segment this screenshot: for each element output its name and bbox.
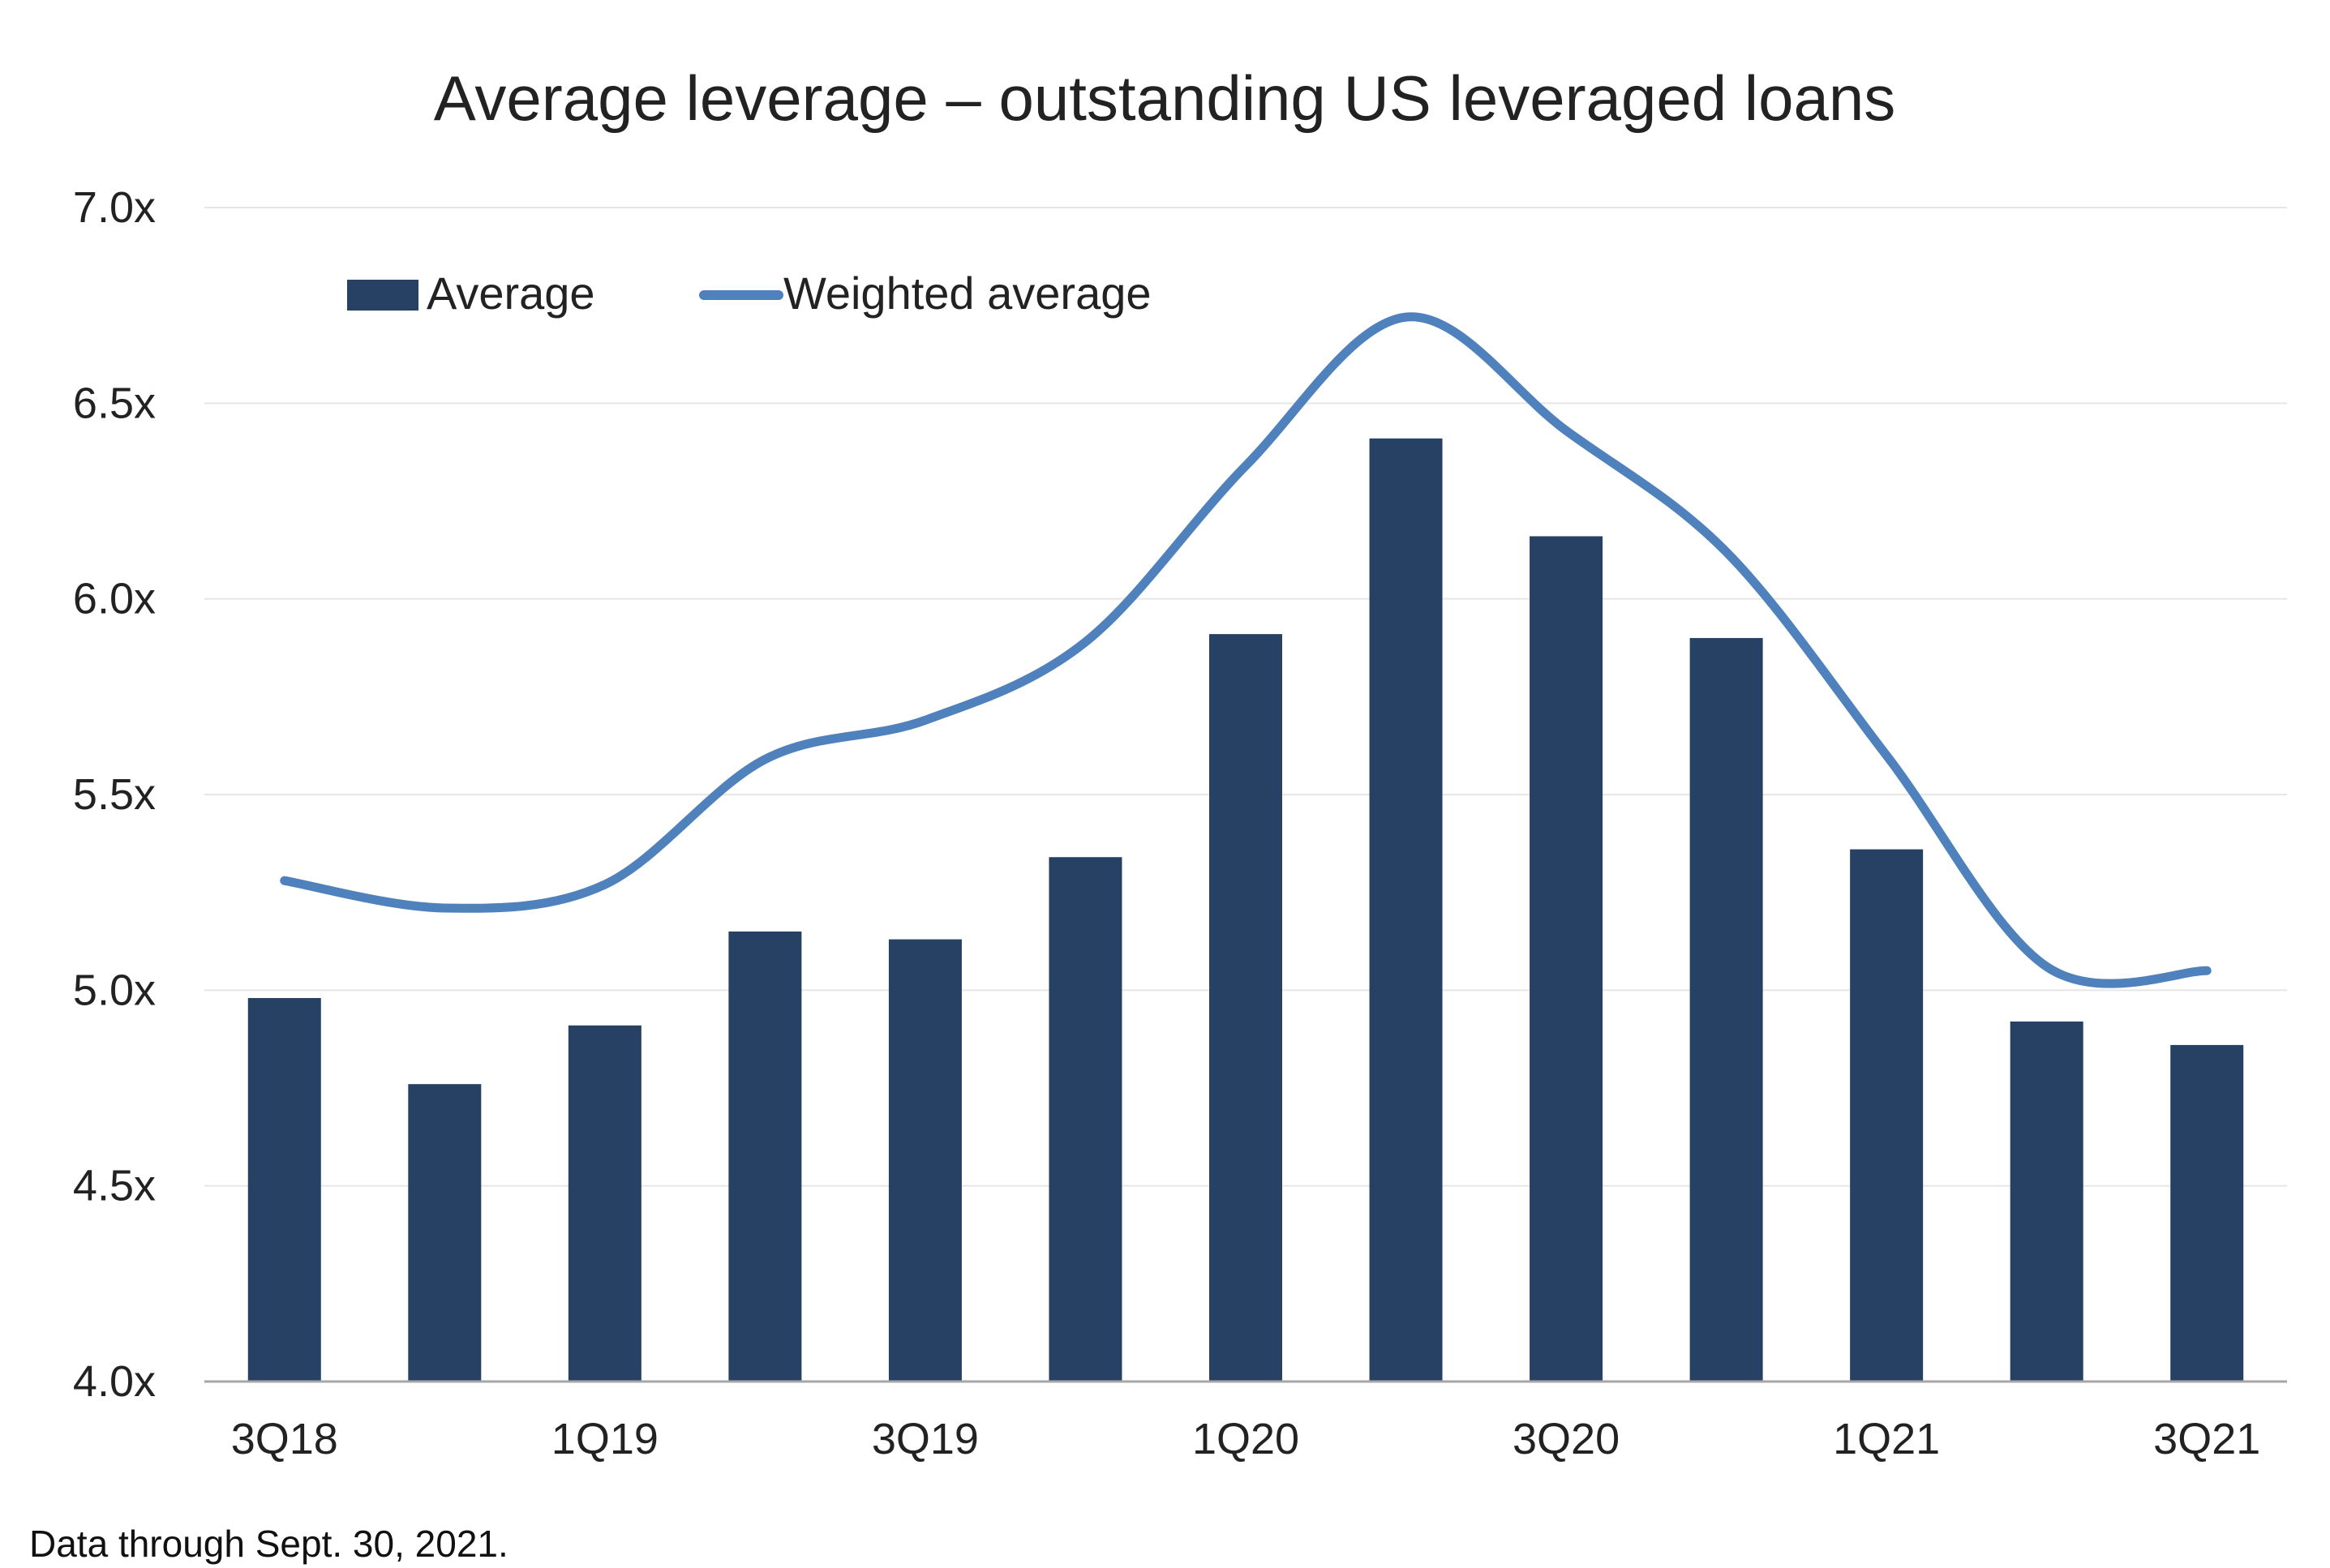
x-tick-label: 3Q19 — [872, 1415, 979, 1463]
line-point — [1886, 755, 1887, 756]
line-point — [444, 907, 445, 909]
y-tick-label: 5.5x — [73, 770, 156, 819]
bar-series — [247, 438, 2244, 1382]
legend-label-average: Average — [427, 268, 595, 319]
y-tick-label: 4.5x — [73, 1162, 156, 1210]
line-point — [1245, 465, 1247, 467]
y-tick-label: 7.0x — [73, 183, 156, 232]
bar — [408, 1084, 482, 1382]
y-tick-label: 6.0x — [73, 575, 156, 623]
legend-label-weighted-average: Weighted average — [783, 268, 1152, 319]
line-point — [1726, 551, 1727, 553]
x-tick-label: 3Q18 — [231, 1415, 338, 1463]
bar — [1369, 438, 1443, 1382]
y-axis-ticks: 4.0x 4.5x 5.0x 5.5x 6.0x 6.5x 7.0x — [73, 183, 156, 1406]
y-tick-label: 6.5x — [73, 379, 156, 427]
x-axis-ticks: 3Q18 1Q19 3Q19 1Q20 3Q20 1Q21 3Q21 — [231, 1415, 2261, 1463]
line-point — [1084, 641, 1086, 643]
y-tick-label: 4.0x — [73, 1357, 156, 1406]
bar — [1530, 536, 1603, 1382]
bar — [1689, 637, 1763, 1382]
bar — [1049, 857, 1122, 1382]
line-point — [1405, 316, 1407, 318]
y-tick-label: 5.0x — [73, 966, 156, 1014]
bar — [2010, 1021, 2083, 1382]
bar — [1850, 849, 1924, 1382]
legend-swatch-average — [347, 280, 418, 311]
bar — [1209, 634, 1282, 1382]
footnote: Data through Sept. 30, 2021. — [29, 1523, 508, 1565]
x-tick-label: 1Q20 — [1192, 1415, 1299, 1463]
line-point — [2046, 966, 2048, 967]
bar — [888, 939, 962, 1382]
bar — [247, 997, 321, 1382]
chart-title: Average leverage – outstanding US levera… — [434, 62, 1895, 134]
bar — [2170, 1044, 2244, 1382]
line-point — [764, 759, 766, 760]
line-point — [284, 880, 285, 881]
line-series — [280, 312, 2212, 988]
x-tick-label: 1Q19 — [551, 1415, 659, 1463]
bar — [728, 931, 802, 1382]
x-tick-label: 1Q21 — [1833, 1415, 1940, 1463]
bar — [568, 1025, 642, 1382]
weighted-average-line — [280, 312, 2212, 988]
x-tick-label: 3Q20 — [1513, 1415, 1620, 1463]
x-tick-label: 3Q21 — [2153, 1415, 2260, 1463]
legend: Average Weighted average — [347, 268, 1152, 319]
line-point — [2206, 970, 2208, 971]
